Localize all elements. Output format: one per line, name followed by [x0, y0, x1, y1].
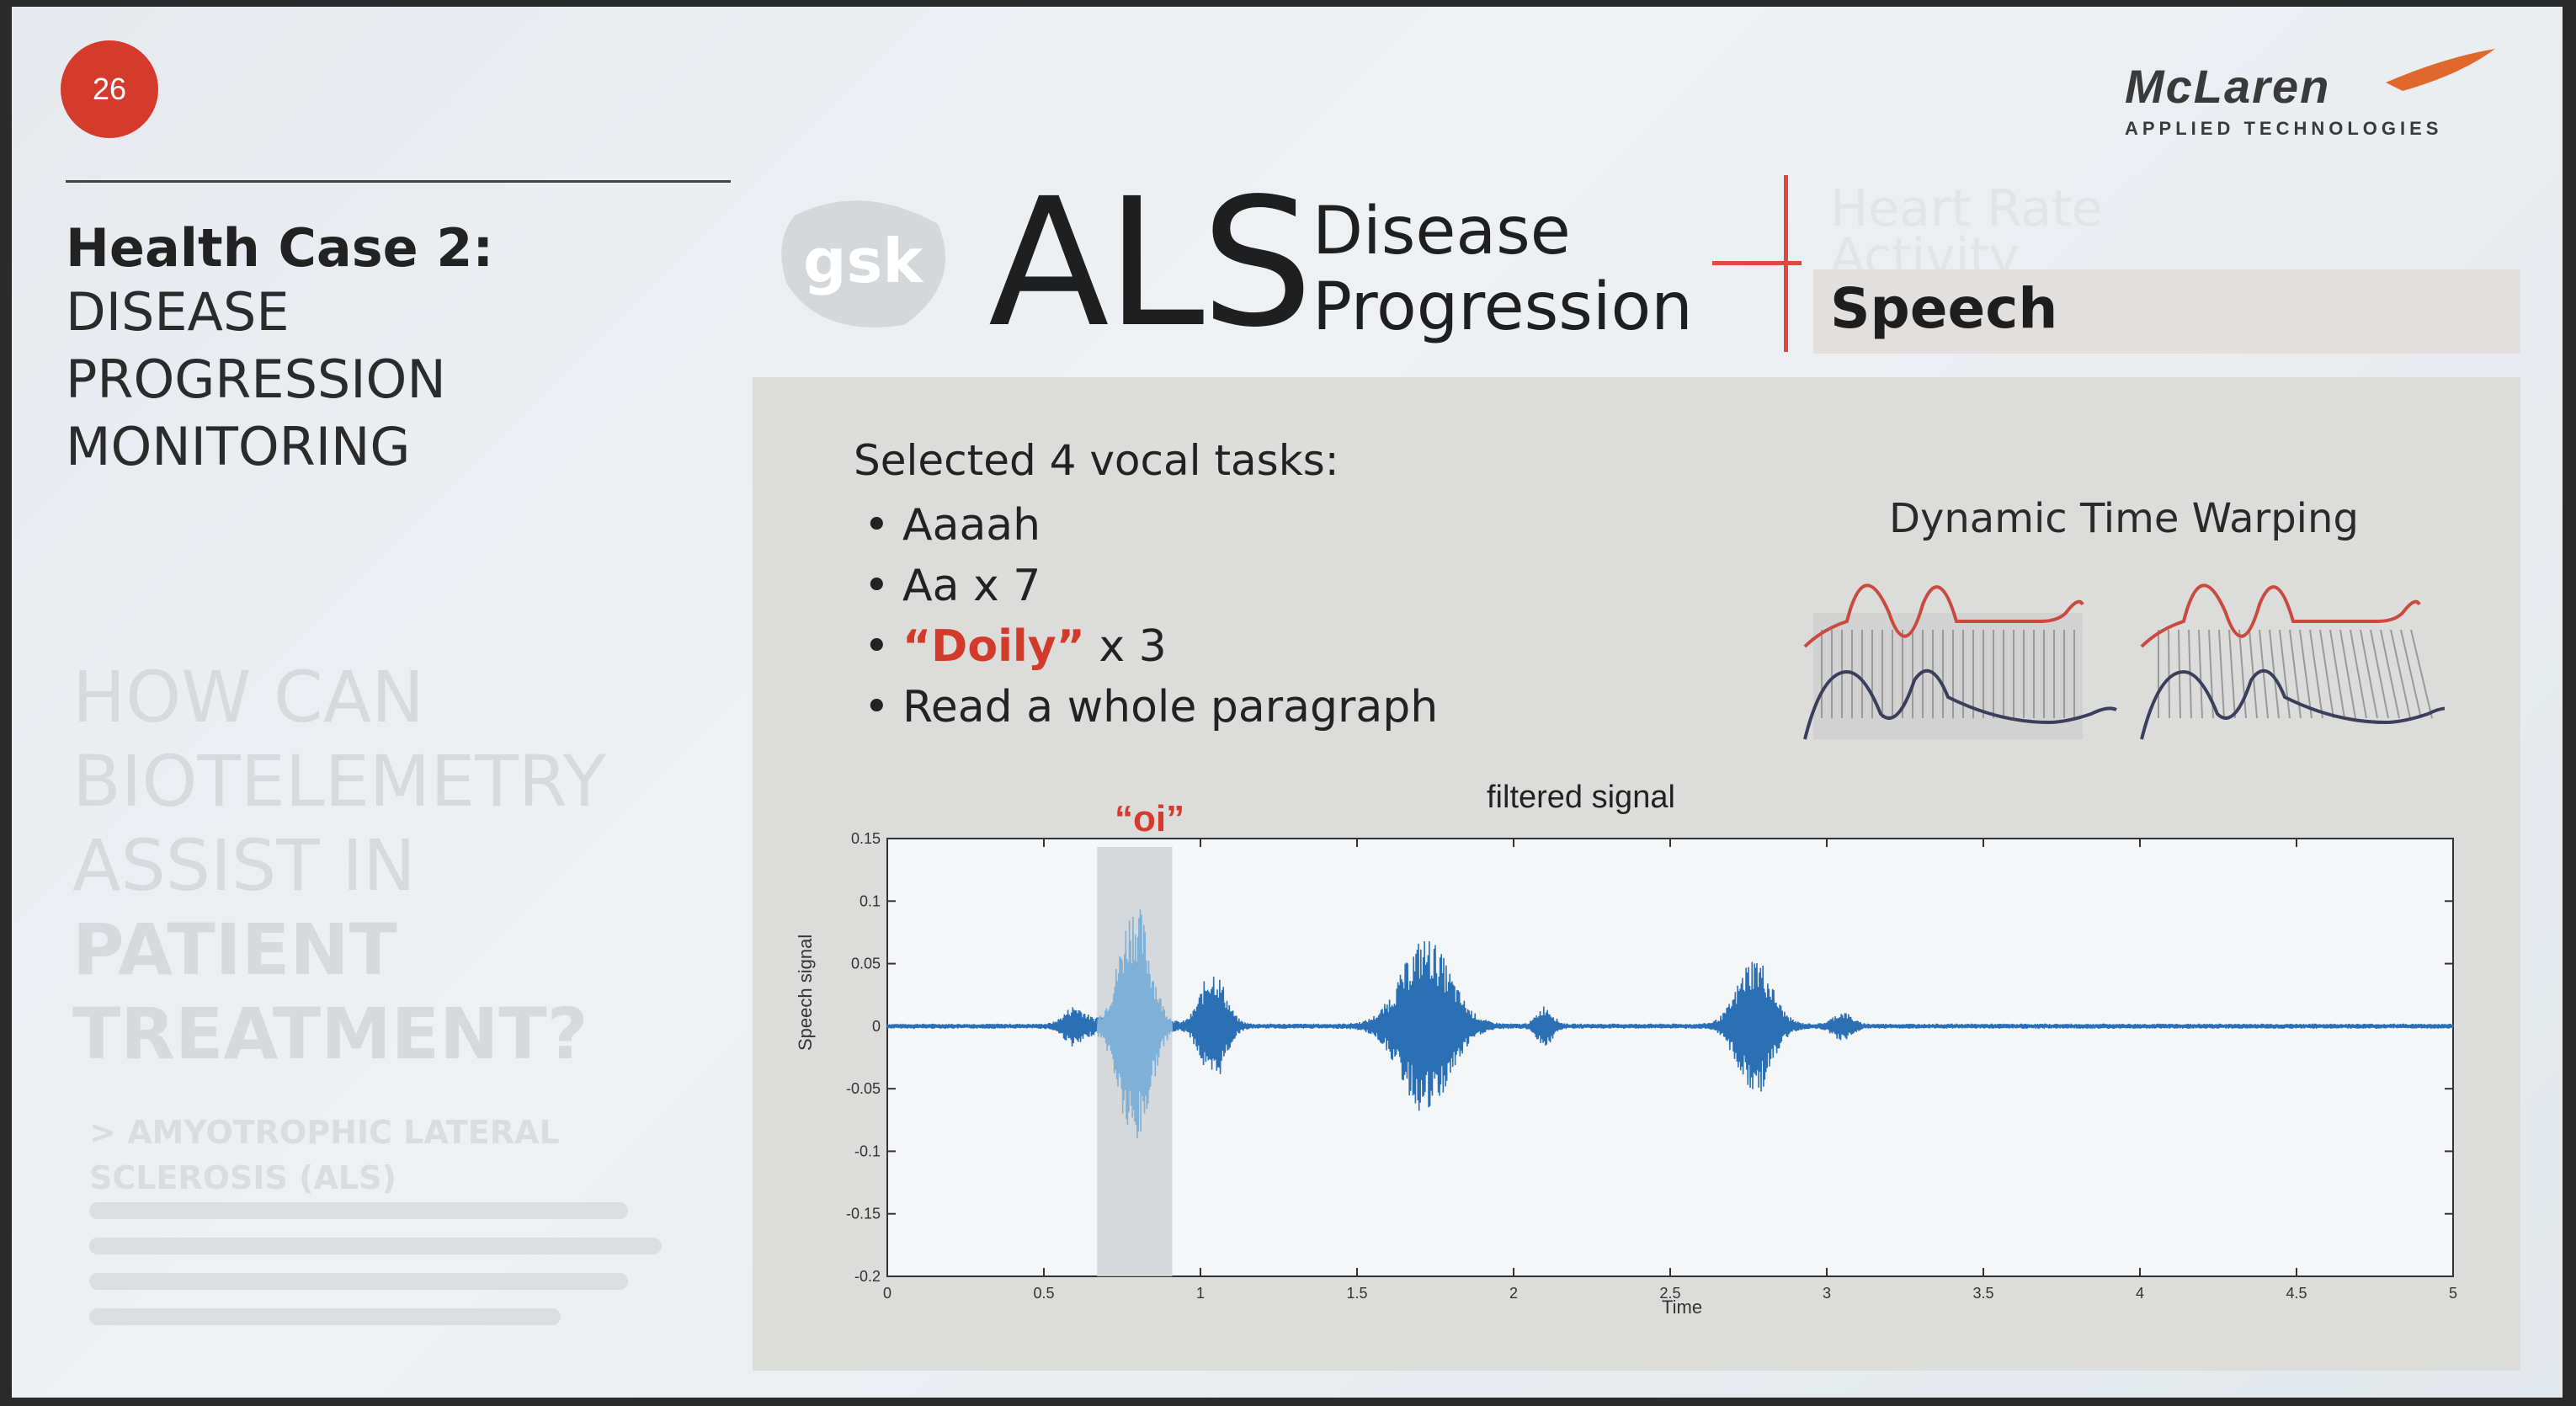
x-tick-label: 2.5 [1659, 1285, 1680, 1302]
dtw-alignment-line [2360, 629, 2378, 719]
gsk-logo-text: gsk [803, 226, 923, 296]
x-tick-label: 0 [883, 1285, 891, 1302]
dtw-alignment-line [2238, 629, 2247, 719]
mclaren-logo: McLaren APPLIED TECHNOLOGIES [2108, 49, 2504, 141]
left-divider [66, 180, 731, 183]
dtw-alignment-line [2410, 629, 2433, 719]
dtw-alignment-line [2228, 629, 2236, 719]
oi-annotation: “oi” [1115, 798, 1185, 839]
x-tick-label: 1.5 [1346, 1285, 1367, 1302]
y-tick-label: 0 [872, 1018, 881, 1035]
dtw-alignment-line [2370, 629, 2389, 719]
y-tick-label: -0.15 [846, 1206, 881, 1222]
dtw-alignment-line [2309, 629, 2323, 719]
y-tick-label: -0.2 [854, 1268, 881, 1285]
faded-body-text [89, 1202, 670, 1344]
title-line-2: PROGRESSION [66, 349, 446, 410]
dtw-alignment-line [2380, 629, 2400, 719]
page-number-badge: 26 [61, 40, 158, 138]
tab-connector-horizontal [1712, 261, 1802, 265]
tab-speech[interactable]: Speech [1830, 276, 2058, 341]
x-tick-label: 1 [1196, 1285, 1205, 1302]
dtw-alignment-line [2329, 629, 2345, 719]
list-item: • Aaaah [864, 500, 1041, 551]
title-progression: Progression [1312, 269, 1693, 345]
title-line-3: MONITORING [66, 416, 411, 477]
x-tick-label: 5 [2449, 1285, 2457, 1302]
x-tick-label: 3 [1823, 1285, 1831, 1302]
x-axis-label: Time [1662, 1297, 1703, 1318]
dtw-right-diagram [2140, 583, 2445, 740]
tab-speech-background [1813, 269, 2520, 354]
faded-question: HOW CAN BIOTELEMETRY ASSIST IN PATIENT T… [72, 655, 679, 1076]
plot-title: filtered signal [1487, 780, 1675, 815]
dtw-alignment-line [2259, 629, 2269, 719]
faded-sub-line: > AMYOTROPHIC LATERAL [89, 1114, 560, 1151]
x-tick-label: 4.5 [2286, 1285, 2307, 1302]
x-tick-label: 0.5 [1033, 1285, 1054, 1302]
dtw-alignment-line [2279, 629, 2291, 719]
gsk-badge-icon [781, 200, 945, 328]
tasks-heading: Selected 4 vocal tasks: [854, 436, 1339, 485]
left-title-block: Health Case 2: DISEASE PROGRESSION MONIT… [66, 217, 705, 481]
dtw-left-diagram [1803, 583, 2117, 740]
signal-waveform [886, 940, 2454, 1111]
dtw-alignment-line [2400, 629, 2422, 719]
list-item: • Read a whole paragraph [864, 682, 1439, 732]
dtw-alignment-line [2350, 629, 2367, 719]
health-case-title: Health Case 2: [66, 217, 494, 279]
dtw-alignment-line [2299, 629, 2313, 719]
mclaren-swoosh-icon [2386, 49, 2495, 91]
dtw-alignment-line [2269, 629, 2280, 719]
dtw-alignment-line [2198, 629, 2203, 719]
task-list: • Aaaah • Aa x 7 • “Doily” x 3 • Read a whol… [864, 495, 1438, 738]
signal-plot: 0 0.5 1 1.5 2 2.5 3 3.5 4 4.5 5 0.15 0.1 0.05 0 -0.05 -0… [846, 830, 2457, 1302]
faded-question-line: ASSIST IN [72, 824, 416, 907]
list-item: • “Doily” x 3 [864, 621, 1167, 672]
slide: 26 McLaren APPLIED TECHNOLOGIES Health C… [12, 7, 2563, 1398]
y-tick-label: -0.1 [854, 1142, 881, 1159]
logo-subtitle: APPLIED TECHNOLOGIES [2125, 118, 2443, 139]
dtw-illustration [1803, 583, 2445, 740]
faded-question-line: HOW CAN [72, 656, 424, 738]
tab-heart-rate[interactable]: Heart Rate [1830, 179, 2103, 238]
dtw-alignment-line [2390, 629, 2411, 719]
faded-subtitle: > AMYOTROPHIC LATERAL SCLEROSIS (ALS) [89, 1110, 679, 1201]
page-number: 26 [92, 72, 127, 106]
gsk-logo: gsk [769, 190, 955, 333]
y-tick-label: -0.05 [846, 1080, 881, 1097]
x-tick-label: 3.5 [1972, 1285, 1993, 1302]
x-tick-label: 4 [2136, 1285, 2144, 1302]
faded-sub-line: SCLEROSIS (ALS) [89, 1159, 397, 1196]
als-title: ALS [988, 160, 1313, 366]
logo-wordmark: McLaren [2125, 60, 2331, 113]
y-tick-label: 0.1 [860, 892, 881, 909]
faded-question-line: BIOTELEMETRY [72, 740, 606, 823]
dtw-alignment-line [2249, 629, 2258, 719]
title-disease: Disease [1312, 194, 1571, 269]
y-tick-label: 0.05 [851, 956, 881, 972]
tab-connector-vertical [1784, 175, 1788, 352]
faded-question-line: TREATMENT? [72, 993, 588, 1075]
list-item: • Aa x 7 [864, 561, 1041, 611]
dtw-alignment-line [2319, 629, 2334, 719]
dtw-title: Dynamic Time Warping [1889, 495, 2359, 542]
y-tick-label: 0.15 [851, 830, 881, 847]
faded-question-line: PATIENT [72, 908, 397, 991]
title-line-1: DISEASE [66, 281, 290, 343]
x-tick-label: 2 [1509, 1285, 1518, 1302]
dtw-alignment-line [2218, 629, 2225, 719]
dtw-alignment-line [2339, 629, 2356, 719]
